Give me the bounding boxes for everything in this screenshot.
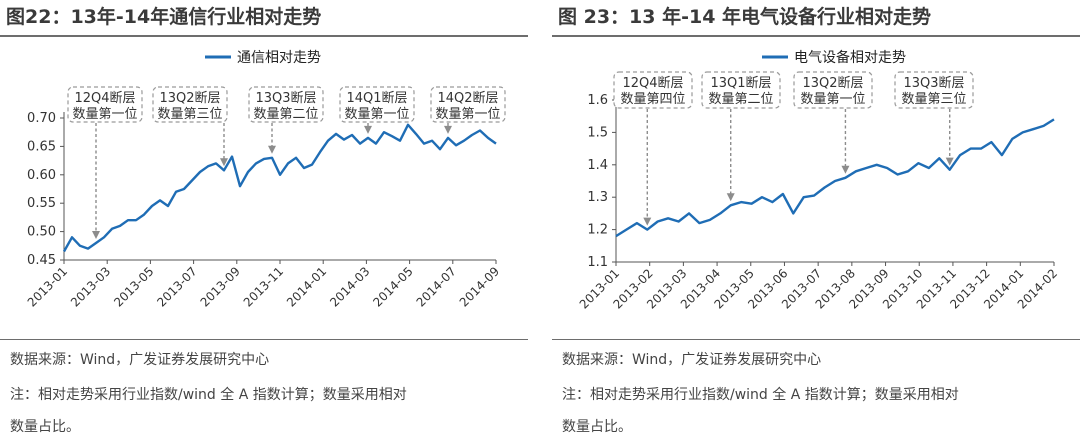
method-note-continued: 数量占比。 (10, 419, 80, 435)
annotation-box (152, 86, 228, 123)
annotation-arrowhead (444, 125, 452, 134)
annotation-box (67, 86, 143, 123)
x-tick-label: 2013-01 (25, 264, 70, 309)
y-tick-label: 1.1 (587, 255, 608, 270)
annotation-rank: 数量第三位 (157, 107, 222, 122)
annotation-rank: 数量第一位 (344, 107, 409, 122)
annotation-box (339, 86, 415, 123)
y-tick-label: 0.50 (27, 225, 56, 240)
x-tick-label: 2013-09 (198, 264, 243, 309)
series-line-电气设备相对走势 (615, 118, 1055, 238)
annotation-title: 13Q2断层 (802, 76, 863, 91)
source-note: 数据来源：Wind，广发证券发展研究中心 (562, 352, 822, 368)
annotation-title: 12Q4断层 (622, 76, 683, 91)
y-tick-label: 0.70 (27, 111, 56, 126)
electrical-equipment-relative-trend-chart: 1.11.21.31.41.51.62013-012013-022013-032… (577, 49, 1060, 312)
annotation-box (894, 71, 974, 109)
method-note: 注：相对走势采用行业指数/wind 全 A 指数计算；数量采用相对 (562, 387, 959, 403)
annotation-arrowhead (92, 230, 100, 239)
annotation-arrowhead (841, 165, 850, 174)
method-note-continued: 数量占比。 (562, 419, 632, 435)
annotation-title: 13Q2断层 (159, 91, 220, 106)
annotation-arrowhead (268, 145, 276, 154)
annotation-rank: 数量第一位 (800, 92, 865, 107)
annotation-box (248, 86, 324, 123)
x-tick-label: 2013-07 (154, 264, 199, 309)
annotation-rank: 数量第二位 (708, 92, 773, 107)
figure-title: 图22：13年-14年通信行业相对走势 (6, 6, 322, 28)
annotation-box (613, 71, 693, 109)
annotation-rank: 数量第一位 (72, 107, 137, 122)
annotation-title: 13Q3断层 (255, 91, 316, 106)
annotation-box (793, 71, 873, 109)
y-tick-label: 0.55 (27, 196, 56, 211)
annotation-arrowhead (726, 193, 735, 202)
y-tick-label: 1.2 (587, 223, 608, 238)
y-tick-label: 1.5 (587, 125, 608, 140)
annotation-title: 14Q1断层 (346, 91, 407, 106)
y-tick-label: 0.45 (27, 253, 56, 268)
annotation-rank: 数量第二位 (253, 107, 318, 122)
x-tick-label: 2013-11 (241, 264, 286, 309)
annotation-title: 13Q3断层 (903, 76, 964, 91)
legend-label: 电气设备相对走势 (794, 49, 906, 66)
x-tick-label: 2013-03 (68, 264, 113, 309)
y-tick-label: 1.3 (587, 190, 608, 205)
annotation-rank: 数量第一位 (435, 107, 500, 122)
y-tick-label: 1.4 (587, 158, 608, 173)
telecom-relative-trend-chart: 0.450.500.550.600.650.702013-012013-0320… (25, 50, 506, 310)
y-tick-label: 0.65 (27, 139, 56, 154)
figure-title: 图 23：13 年-14 年电气设备行业相对走势 (558, 6, 932, 28)
annotation-arrowhead (364, 125, 372, 134)
annotation-arrowhead (945, 157, 954, 166)
source-note: 数据来源：Wind，广发证券发展研究中心 (10, 352, 270, 368)
series-line-通信相对走势 (62, 123, 497, 253)
x-tick-label: 2013-05 (111, 264, 156, 309)
annotation-title: 14Q2断层 (437, 91, 498, 106)
annotation-arrowhead (220, 158, 228, 167)
chart-panel-electrical: 图 23：13 年-14 年电气设备行业相对走势 1.1 1.2 1.3 1.4 1.5… (552, 0, 1080, 439)
annotation-arrowhead (643, 217, 652, 226)
annotation-rank: 数量第四位 (620, 92, 685, 107)
legend-label: 通信相对走势 (237, 50, 321, 66)
x-tick-label: 2014-09 (457, 264, 502, 309)
bottom-divider (552, 339, 1080, 340)
title-divider (552, 35, 1080, 37)
bottom-divider (0, 339, 528, 340)
x-tick-label: 2014-03 (327, 264, 372, 309)
chart-panel-telecom: 图22：13年-14年通信行业相对走势 0.45 0.50 0.55 0.60 0.65… (0, 0, 528, 439)
annotation-box (430, 86, 506, 123)
annotation-title: 12Q4断层 (74, 91, 135, 106)
x-tick-label: 2014-05 (370, 264, 415, 309)
y-tick-label: 1.6 (587, 93, 608, 108)
y-tick-label: 0.60 (27, 168, 56, 183)
x-tick-label: 2014-07 (414, 264, 459, 309)
annotation-title: 13Q1断层 (710, 76, 771, 91)
method-note: 注：相对走势采用行业指数/wind 全 A 指数计算；数量采用相对 (10, 387, 407, 403)
x-tick-label: 2014-01 (284, 264, 329, 309)
title-divider (0, 35, 528, 37)
annotation-box (701, 71, 781, 109)
annotation-rank: 数量第三位 (901, 92, 966, 107)
